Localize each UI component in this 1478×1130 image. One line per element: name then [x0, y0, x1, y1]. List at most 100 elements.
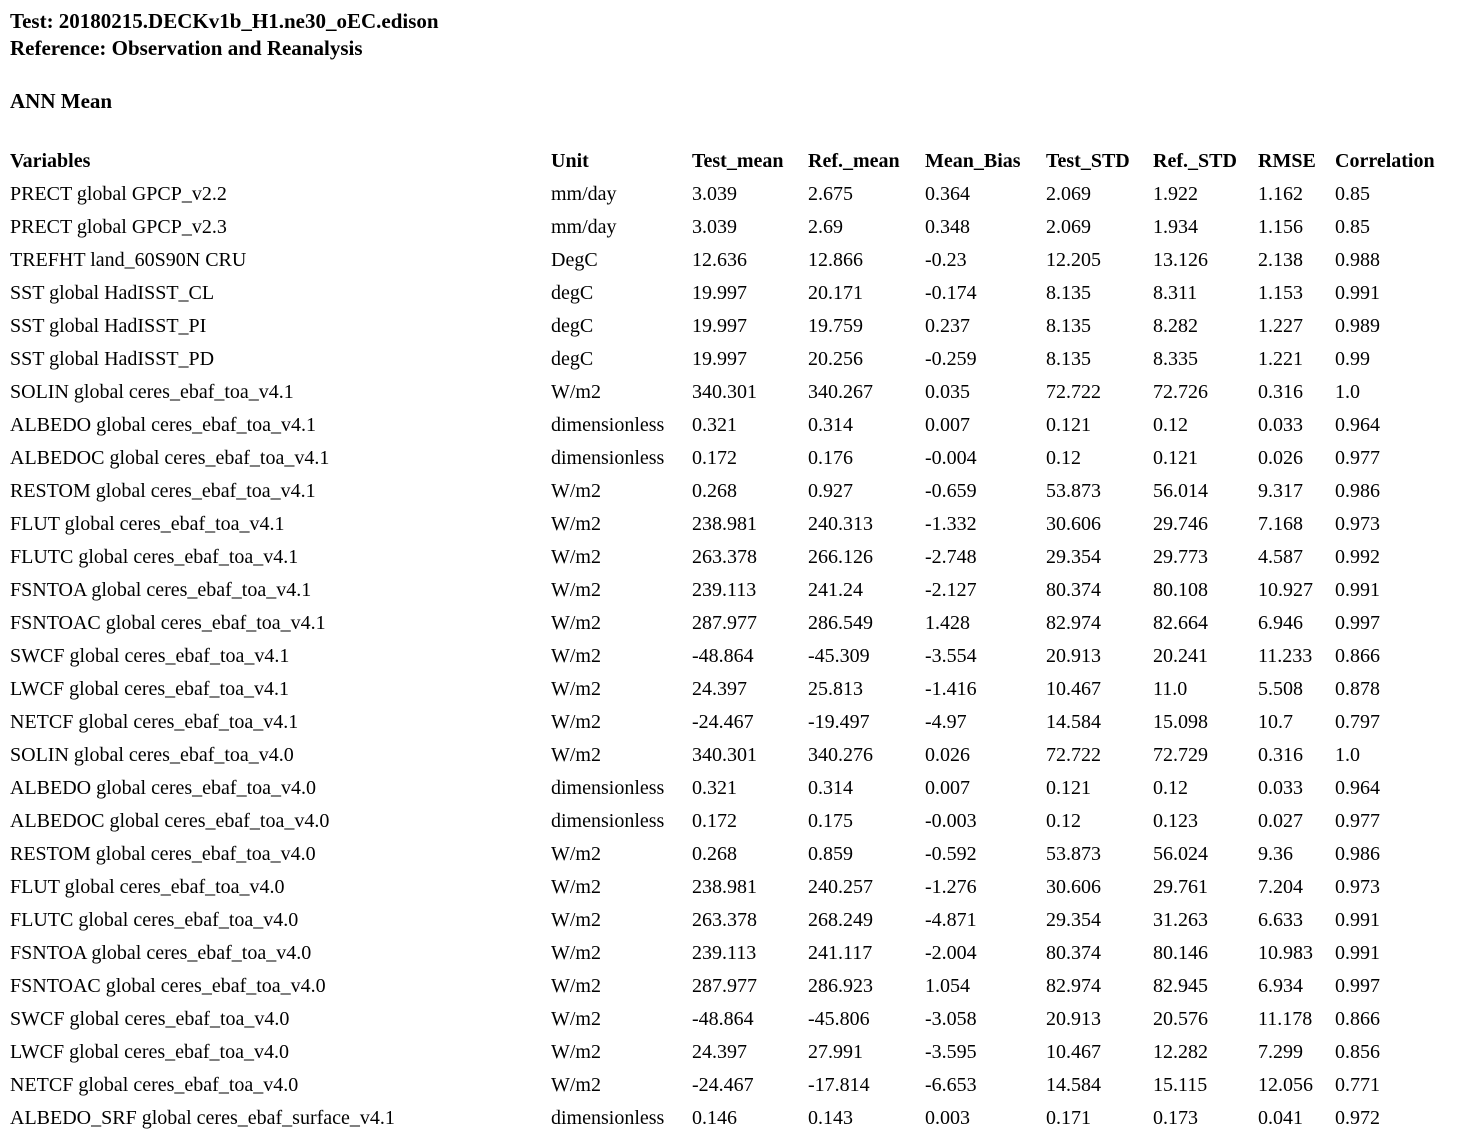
cell-ref-std: 15.098	[1153, 711, 1208, 733]
cell-variable: LWCF global ceres_ebaf_toa_v4.1	[10, 678, 289, 700]
cell-ref-std: 11.0	[1153, 678, 1188, 700]
table-row: FLUTC global ceres_ebaf_toa_v4.1 W/m2 26…	[10, 541, 1468, 574]
cell-test-mean: 3.039	[692, 183, 737, 205]
cell-test-std: 20.913	[1046, 645, 1101, 667]
cell-unit: W/m2	[551, 381, 601, 403]
cell-correlation: 0.991	[1335, 909, 1380, 931]
cell-test-mean: 238.981	[692, 513, 757, 535]
cell-mean-bias: -0.174	[925, 282, 977, 304]
section-title: ANN Mean	[10, 89, 113, 113]
cell-test-mean: 0.268	[692, 480, 737, 502]
cell-unit: W/m2	[551, 909, 601, 931]
cell-ref-mean: -19.497	[808, 711, 870, 733]
cell-mean-bias: -4.97	[925, 711, 967, 733]
cell-test-mean: 287.977	[692, 975, 757, 997]
cell-rmse: 11.233	[1258, 645, 1313, 667]
cell-test-mean: 24.397	[692, 678, 747, 700]
cell-correlation: 0.973	[1335, 513, 1380, 535]
table-row: ALBEDO global ceres_ebaf_toa_v4.0 dimens…	[10, 772, 1468, 805]
cell-ref-mean: 12.866	[808, 249, 863, 271]
cell-variable: NETCF global ceres_ebaf_toa_v4.0	[10, 1074, 299, 1096]
cell-unit: dimensionless	[551, 1107, 665, 1129]
cell-variable: PRECT global GPCP_v2.3	[10, 216, 227, 238]
column-header-ref-mean: Ref._mean	[808, 150, 900, 172]
cell-ref-std: 80.108	[1153, 579, 1208, 601]
cell-correlation: 1.0	[1335, 744, 1360, 766]
cell-mean-bias: -2.004	[925, 942, 977, 964]
cell-variable: SOLIN global ceres_ebaf_toa_v4.1	[10, 381, 294, 403]
cell-test-std: 29.354	[1046, 546, 1101, 568]
cell-unit: dimensionless	[551, 810, 665, 832]
cell-rmse: 1.221	[1258, 348, 1303, 370]
cell-mean-bias: -0.259	[925, 348, 977, 370]
cell-rmse: 7.168	[1258, 513, 1303, 535]
reference-title: Reference: Observation and Reanalysis	[10, 36, 363, 60]
cell-test-std: 53.873	[1046, 843, 1101, 865]
cell-test-mean: 238.981	[692, 876, 757, 898]
table-row: SST global HadISST_PI degC 19.997 19.759…	[10, 310, 1468, 343]
cell-variable: SST global HadISST_PI	[10, 315, 207, 337]
cell-unit: degC	[551, 282, 594, 304]
cell-test-std: 8.135	[1046, 282, 1091, 304]
cell-unit: degC	[551, 348, 594, 370]
cell-correlation: 0.972	[1335, 1107, 1380, 1129]
cell-variable: LWCF global ceres_ebaf_toa_v4.0	[10, 1041, 289, 1063]
cell-ref-mean: 2.69	[808, 216, 843, 238]
cell-variable: FLUT global ceres_ebaf_toa_v4.0	[10, 876, 285, 898]
cell-ref-std: 20.576	[1153, 1008, 1208, 1030]
cell-test-std: 8.135	[1046, 315, 1091, 337]
table-row: FSNTOAC global ceres_ebaf_toa_v4.1 W/m2 …	[10, 607, 1468, 640]
cell-ref-std: 0.123	[1153, 810, 1198, 832]
cell-rmse: 7.299	[1258, 1041, 1303, 1063]
cell-rmse: 1.162	[1258, 183, 1303, 205]
cell-variable: ALBEDOC global ceres_ebaf_toa_v4.1	[10, 447, 330, 469]
table-row: ALBEDO_SRF global ceres_ebaf_surface_v4.…	[10, 1102, 1468, 1130]
cell-test-std: 10.467	[1046, 678, 1101, 700]
cell-variable: ALBEDO global ceres_ebaf_toa_v4.0	[10, 777, 317, 799]
cell-test-std: 72.722	[1046, 381, 1101, 403]
cell-test-std: 30.606	[1046, 876, 1101, 898]
cell-rmse: 1.227	[1258, 315, 1303, 337]
cell-unit: W/m2	[551, 513, 601, 535]
cell-ref-mean: 19.759	[808, 315, 863, 337]
cell-test-std: 72.722	[1046, 744, 1101, 766]
cell-unit: dimensionless	[551, 447, 665, 469]
cell-mean-bias: 0.026	[925, 744, 970, 766]
cell-test-mean: 0.321	[692, 414, 737, 436]
cell-variable: SST global HadISST_CL	[10, 282, 215, 304]
cell-rmse: 0.027	[1258, 810, 1303, 832]
cell-unit: W/m2	[551, 843, 601, 865]
cell-test-std: 8.135	[1046, 348, 1091, 370]
table-body: PRECT global GPCP_v2.2 mm/day 3.039 2.67…	[10, 178, 1468, 1130]
cell-mean-bias: 1.054	[925, 975, 970, 997]
cell-unit: W/m2	[551, 480, 601, 502]
cell-rmse: 6.633	[1258, 909, 1303, 931]
cell-ref-mean: 286.923	[808, 975, 873, 997]
cell-ref-mean: 0.927	[808, 480, 853, 502]
cell-correlation: 0.991	[1335, 579, 1380, 601]
cell-ref-mean: 2.675	[808, 183, 853, 205]
cell-mean-bias: 0.003	[925, 1107, 970, 1129]
cell-ref-mean: 266.126	[808, 546, 873, 568]
table-row: TREFHT land_60S90N CRU DegC 12.636 12.86…	[10, 244, 1468, 277]
table-row: FLUTC global ceres_ebaf_toa_v4.0 W/m2 26…	[10, 904, 1468, 937]
cell-correlation: 0.866	[1335, 645, 1380, 667]
cell-test-mean: 263.378	[692, 909, 757, 931]
cell-correlation: 0.997	[1335, 612, 1380, 634]
cell-correlation: 0.964	[1335, 414, 1380, 436]
cell-ref-mean: 0.176	[808, 447, 853, 469]
cell-rmse: 0.033	[1258, 414, 1303, 436]
cell-test-std: 30.606	[1046, 513, 1101, 535]
cell-variable: SST global HadISST_PD	[10, 348, 215, 370]
cell-rmse: 10.927	[1258, 579, 1313, 601]
cell-ref-std: 82.945	[1153, 975, 1208, 997]
cell-rmse: 10.7	[1258, 711, 1293, 733]
table-row: ALBEDOC global ceres_ebaf_toa_v4.1 dimen…	[10, 442, 1468, 475]
cell-unit: W/m2	[551, 546, 601, 568]
cell-correlation: 0.99	[1335, 348, 1370, 370]
cell-test-mean: 340.301	[692, 744, 757, 766]
cell-test-std: 53.873	[1046, 480, 1101, 502]
cell-ref-mean: 25.813	[808, 678, 863, 700]
cell-mean-bias: -0.004	[925, 447, 977, 469]
cell-test-mean: 0.146	[692, 1107, 737, 1129]
